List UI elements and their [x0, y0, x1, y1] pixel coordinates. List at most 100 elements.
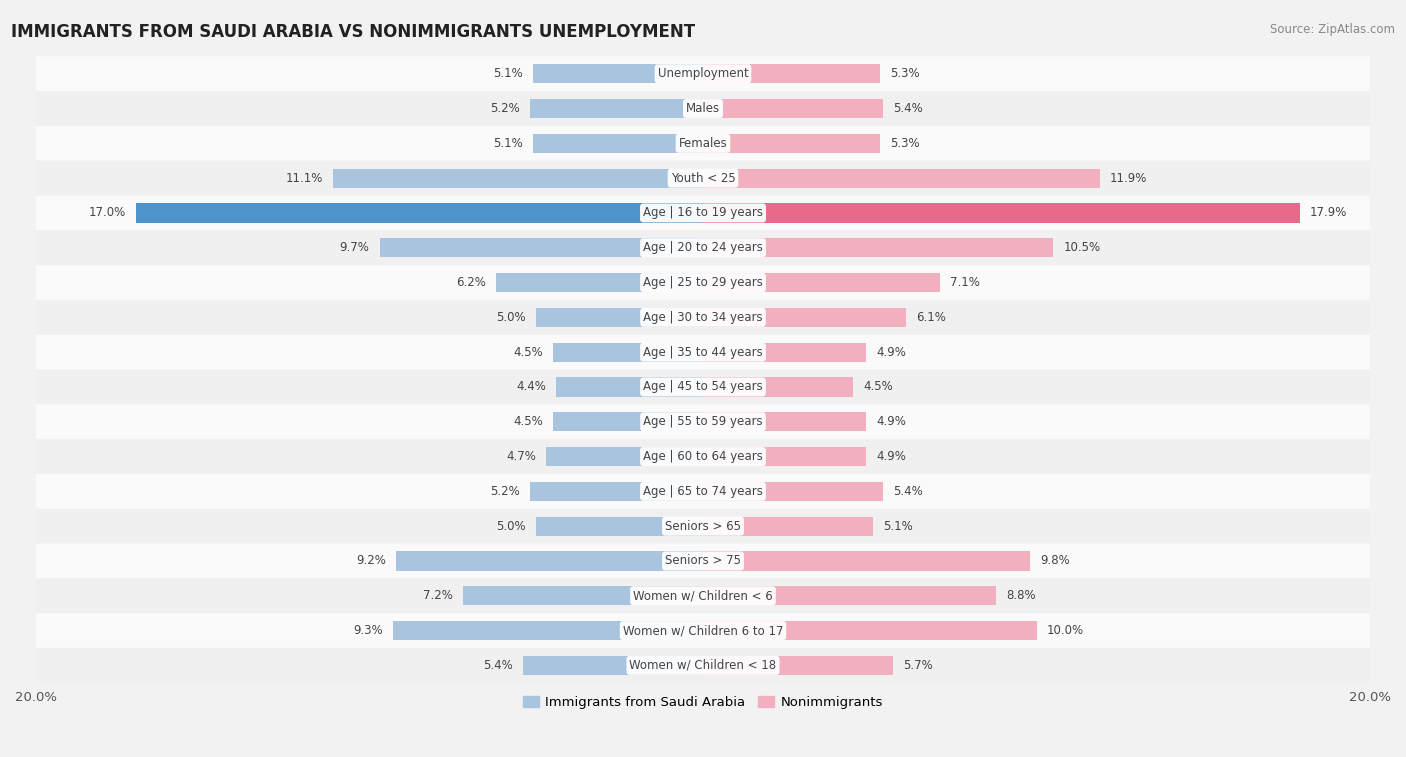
- Text: 5.1%: 5.1%: [883, 519, 912, 533]
- Bar: [703, 447, 866, 466]
- FancyBboxPatch shape: [0, 265, 1406, 300]
- Text: 4.5%: 4.5%: [513, 346, 543, 359]
- Bar: [392, 621, 703, 640]
- Bar: [703, 99, 883, 118]
- Text: 5.4%: 5.4%: [893, 102, 922, 115]
- Bar: [703, 64, 880, 83]
- FancyBboxPatch shape: [0, 439, 1406, 474]
- Text: Age | 25 to 29 years: Age | 25 to 29 years: [643, 276, 763, 289]
- Text: 17.9%: 17.9%: [1310, 207, 1347, 220]
- Bar: [536, 516, 703, 536]
- FancyBboxPatch shape: [0, 544, 1406, 578]
- Bar: [703, 586, 997, 606]
- Bar: [533, 64, 703, 83]
- Text: 4.4%: 4.4%: [516, 381, 547, 394]
- Bar: [557, 378, 703, 397]
- Bar: [703, 273, 939, 292]
- Text: Females: Females: [679, 137, 727, 150]
- Bar: [703, 134, 880, 153]
- Text: 4.5%: 4.5%: [863, 381, 893, 394]
- Text: 4.9%: 4.9%: [876, 416, 907, 428]
- Legend: Immigrants from Saudi Arabia, Nonimmigrants: Immigrants from Saudi Arabia, Nonimmigra…: [517, 691, 889, 715]
- Bar: [547, 447, 703, 466]
- Bar: [703, 413, 866, 431]
- FancyBboxPatch shape: [0, 300, 1406, 335]
- Text: 17.0%: 17.0%: [89, 207, 127, 220]
- Bar: [703, 656, 893, 675]
- Text: IMMIGRANTS FROM SAUDI ARABIA VS NONIMMIGRANTS UNEMPLOYMENT: IMMIGRANTS FROM SAUDI ARABIA VS NONIMMIG…: [11, 23, 696, 41]
- Text: Women w/ Children < 18: Women w/ Children < 18: [630, 659, 776, 672]
- FancyBboxPatch shape: [0, 369, 1406, 404]
- Text: 11.9%: 11.9%: [1109, 172, 1147, 185]
- Text: 5.4%: 5.4%: [484, 659, 513, 672]
- Text: 4.9%: 4.9%: [876, 450, 907, 463]
- Text: Women w/ Children < 6: Women w/ Children < 6: [633, 589, 773, 603]
- Bar: [530, 481, 703, 501]
- Text: 5.0%: 5.0%: [496, 311, 526, 324]
- Text: 5.3%: 5.3%: [890, 137, 920, 150]
- Bar: [703, 343, 866, 362]
- Text: 9.2%: 9.2%: [356, 554, 387, 568]
- Text: 9.8%: 9.8%: [1040, 554, 1070, 568]
- Bar: [380, 238, 703, 257]
- Text: 5.1%: 5.1%: [494, 137, 523, 150]
- FancyBboxPatch shape: [0, 126, 1406, 160]
- Text: Age | 20 to 24 years: Age | 20 to 24 years: [643, 241, 763, 254]
- Text: 8.8%: 8.8%: [1007, 589, 1036, 603]
- Bar: [536, 308, 703, 327]
- Bar: [703, 378, 853, 397]
- Bar: [333, 169, 703, 188]
- FancyBboxPatch shape: [0, 195, 1406, 230]
- Text: 5.3%: 5.3%: [890, 67, 920, 80]
- Text: 9.3%: 9.3%: [353, 624, 382, 637]
- Bar: [463, 586, 703, 606]
- FancyBboxPatch shape: [0, 335, 1406, 369]
- Text: 6.1%: 6.1%: [917, 311, 946, 324]
- Text: Unemployment: Unemployment: [658, 67, 748, 80]
- Bar: [703, 238, 1053, 257]
- Text: Source: ZipAtlas.com: Source: ZipAtlas.com: [1270, 23, 1395, 36]
- Text: Seniors > 65: Seniors > 65: [665, 519, 741, 533]
- Bar: [703, 308, 907, 327]
- Text: 5.1%: 5.1%: [494, 67, 523, 80]
- Text: 5.7%: 5.7%: [903, 659, 932, 672]
- FancyBboxPatch shape: [0, 404, 1406, 439]
- Text: Age | 65 to 74 years: Age | 65 to 74 years: [643, 485, 763, 498]
- Text: 10.0%: 10.0%: [1046, 624, 1084, 637]
- Bar: [533, 134, 703, 153]
- FancyBboxPatch shape: [0, 160, 1406, 195]
- Bar: [703, 516, 873, 536]
- Bar: [523, 656, 703, 675]
- Bar: [703, 621, 1036, 640]
- FancyBboxPatch shape: [0, 613, 1406, 648]
- Text: 7.2%: 7.2%: [423, 589, 453, 603]
- Text: 4.5%: 4.5%: [513, 416, 543, 428]
- Text: Age | 55 to 59 years: Age | 55 to 59 years: [643, 416, 763, 428]
- FancyBboxPatch shape: [0, 56, 1406, 91]
- Text: 5.2%: 5.2%: [489, 102, 520, 115]
- Text: 4.9%: 4.9%: [876, 346, 907, 359]
- Text: 11.1%: 11.1%: [285, 172, 323, 185]
- FancyBboxPatch shape: [0, 648, 1406, 683]
- Text: 5.0%: 5.0%: [496, 519, 526, 533]
- Bar: [703, 551, 1029, 571]
- Bar: [703, 169, 1099, 188]
- FancyBboxPatch shape: [0, 578, 1406, 613]
- Text: Age | 30 to 34 years: Age | 30 to 34 years: [643, 311, 763, 324]
- Text: Youth < 25: Youth < 25: [671, 172, 735, 185]
- Bar: [703, 481, 883, 501]
- Bar: [553, 343, 703, 362]
- Text: Age | 35 to 44 years: Age | 35 to 44 years: [643, 346, 763, 359]
- Text: Males: Males: [686, 102, 720, 115]
- Bar: [136, 204, 703, 223]
- Bar: [703, 204, 1301, 223]
- FancyBboxPatch shape: [0, 91, 1406, 126]
- Text: 10.5%: 10.5%: [1063, 241, 1101, 254]
- Text: Seniors > 75: Seniors > 75: [665, 554, 741, 568]
- Text: Age | 60 to 64 years: Age | 60 to 64 years: [643, 450, 763, 463]
- Bar: [530, 99, 703, 118]
- Text: Women w/ Children 6 to 17: Women w/ Children 6 to 17: [623, 624, 783, 637]
- FancyBboxPatch shape: [0, 474, 1406, 509]
- Text: Age | 16 to 19 years: Age | 16 to 19 years: [643, 207, 763, 220]
- Text: 9.7%: 9.7%: [340, 241, 370, 254]
